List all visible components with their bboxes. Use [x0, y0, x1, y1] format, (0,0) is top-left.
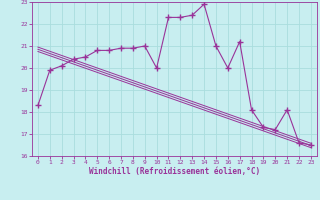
- X-axis label: Windchill (Refroidissement éolien,°C): Windchill (Refroidissement éolien,°C): [89, 167, 260, 176]
